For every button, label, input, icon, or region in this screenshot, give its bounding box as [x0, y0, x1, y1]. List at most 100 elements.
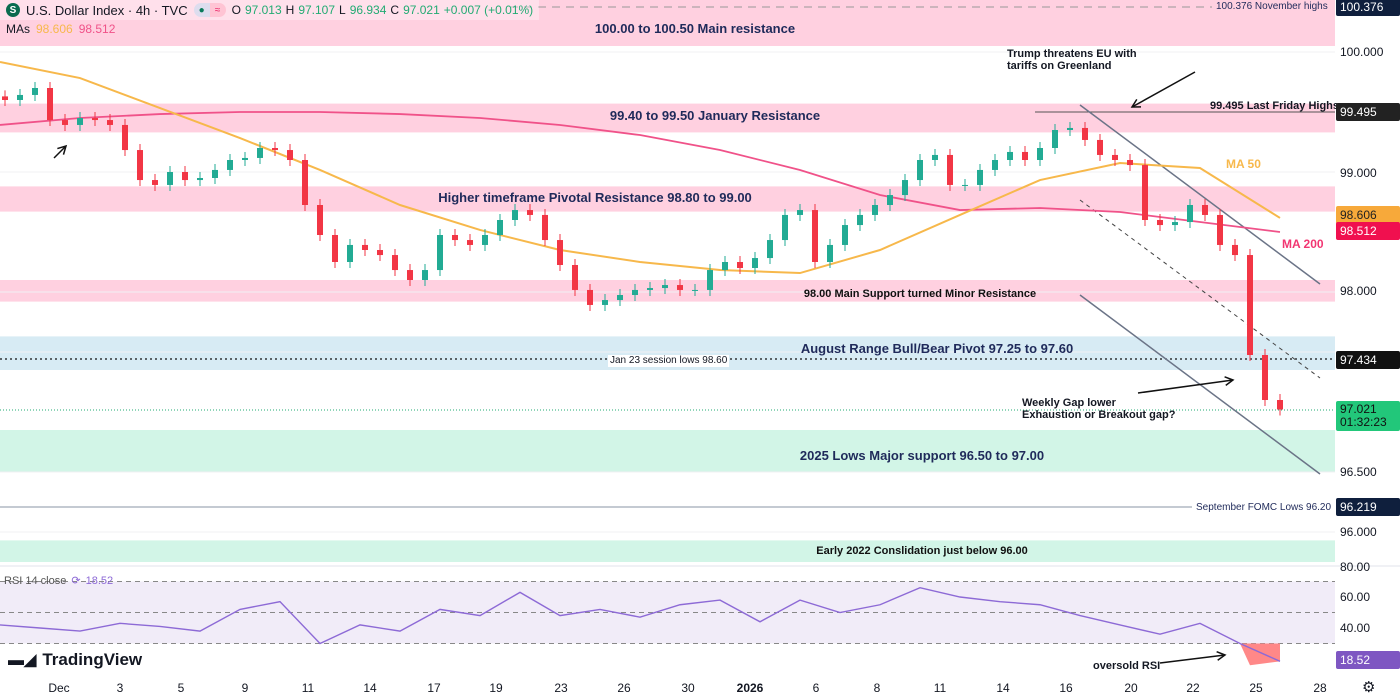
candle-body [812, 210, 818, 262]
date-tick: 28 [1313, 681, 1327, 695]
candle-body [707, 270, 713, 290]
last-price: 97.021 [1340, 402, 1377, 416]
price-tag-jan23-lows: 97.434 [1336, 351, 1400, 369]
channel-mid-line [1079, 199, 1321, 379]
date-tick: 8 [873, 681, 881, 695]
candle-body [947, 154, 953, 185]
candle-body [182, 172, 188, 181]
candle-body [152, 180, 158, 185]
candle-body [1262, 355, 1268, 400]
symbol-title[interactable]: U.S. Dollar Index · 4h · TVC [26, 2, 188, 18]
gap-annotation-line2: Exhaustion or Breakout gap? [1022, 409, 1176, 421]
small-arrow-head [57, 144, 68, 155]
candle-body [542, 214, 548, 241]
price-tag-ma50: 98.606 [1336, 206, 1400, 224]
candle-body [257, 148, 263, 158]
rsi-legend[interactable]: RSI 14 close ⟳ 18.52 [4, 574, 113, 588]
rsi-oversold-fill [1240, 643, 1280, 666]
candle-body [722, 262, 728, 271]
close-label: C [390, 3, 400, 17]
candle-body [227, 160, 233, 170]
ma-legend[interactable]: MAs 98.606 98.512 [6, 22, 115, 36]
zone-label-august-pivot: August Range Bull/Bear Pivot 97.25 to 97… [800, 341, 1074, 356]
candle-body [1097, 139, 1103, 155]
date-tick: 14 [996, 681, 1010, 695]
date-tick: 14 [363, 681, 377, 695]
candle-body [302, 160, 308, 205]
november-highs-label: 100.376 November highs [1216, 1, 1328, 12]
ma200-line [0, 111, 1281, 233]
candle-body [287, 150, 293, 160]
candle-body [1127, 160, 1133, 166]
date-tick: 11 [301, 681, 315, 695]
candle-body [842, 225, 848, 245]
candle-body [347, 244, 353, 262]
rsi-arrow-head [1216, 650, 1227, 661]
candle-body [827, 244, 833, 262]
candle-body [1142, 165, 1148, 220]
small-arrow [53, 145, 67, 159]
date-tick: 20 [1124, 681, 1138, 695]
market-status-pill[interactable]: ● ≈ [193, 3, 226, 17]
candle-body [272, 148, 278, 151]
candle-body [647, 288, 653, 290]
price-tag-november-highs: 100.376 [1336, 0, 1400, 16]
candle-body [242, 157, 248, 160]
gap-annotation: Weekly Gap lower Exhaustion or Breakout g… [1022, 397, 1175, 421]
date-tick: 17 [427, 681, 441, 695]
candle-body [32, 88, 38, 95]
oversold-rsi-annotation: oversold RSI [1093, 660, 1161, 672]
date-tick: 22 [1186, 681, 1200, 695]
zone-band [0, 540, 1335, 562]
zone-label-2025-lows: 2025 Lows Major support 96.50 to 97.00 [799, 448, 1045, 463]
candle-body [1187, 205, 1193, 223]
zone-label-minor-resistance: 98.00 Main Support turned Minor Resistan… [803, 288, 1037, 300]
jan23-lows-label: Jan 23 session lows 98.60 [608, 355, 730, 367]
candle-body [497, 220, 503, 235]
candle-body [107, 120, 113, 125]
candle-body [632, 289, 638, 295]
candle-body [767, 240, 773, 259]
candle-body [2, 96, 8, 100]
market-open-icon: ● [193, 3, 210, 17]
candle-body [377, 250, 383, 256]
rsi-arrow [1159, 654, 1226, 664]
candle-body [452, 235, 458, 241]
rsi-tick: 60.00 [1340, 590, 1371, 604]
candle-body [482, 235, 488, 245]
candle-body [977, 169, 983, 185]
date-tick: 25 [1249, 681, 1263, 695]
rsi-label: RSI 14 close [4, 574, 67, 587]
rsi-refresh-icon: ⟳ [71, 575, 81, 587]
zone-band [0, 186, 1335, 212]
candle-body [407, 270, 413, 280]
open-value: 97.013 [244, 3, 282, 17]
price-tag-fomc-lows: 96.219 [1336, 498, 1400, 516]
date-tick: 16 [1059, 681, 1073, 695]
price-tag-friday-highs: 99.495 [1336, 103, 1400, 121]
trump-arrow-head [1130, 98, 1142, 108]
price-tag-ma200: 98.512 [1336, 222, 1400, 240]
candle-body [437, 235, 443, 271]
date-tick: 19 [489, 681, 503, 695]
candle-body [797, 210, 803, 215]
zone-band [0, 280, 1335, 302]
trump-annotation-line2: tariffs on Greenland [1007, 60, 1112, 72]
bar-countdown: 01:32:23 [1340, 415, 1387, 429]
settings-gear-icon[interactable]: ⚙ [1362, 679, 1376, 696]
candle-body [1052, 130, 1058, 148]
rsi-tick: 40.00 [1340, 621, 1371, 635]
open-label: O [231, 3, 241, 17]
candle-body [1067, 127, 1073, 130]
high-value: 97.107 [298, 3, 336, 17]
candle-body [1007, 151, 1013, 160]
channel-upper-line [1079, 104, 1321, 285]
zone-label-main-resistance: 100.00 to 100.50 Main resistance [594, 21, 796, 36]
fomc-lows-label: September FOMC Lows 96.20 [1196, 502, 1332, 513]
candle-body [167, 172, 173, 185]
delayed-data-icon: ≈ [209, 3, 226, 17]
gap-arrow-head [1224, 376, 1235, 386]
low-label: L [339, 3, 346, 17]
candle-body [467, 240, 473, 245]
